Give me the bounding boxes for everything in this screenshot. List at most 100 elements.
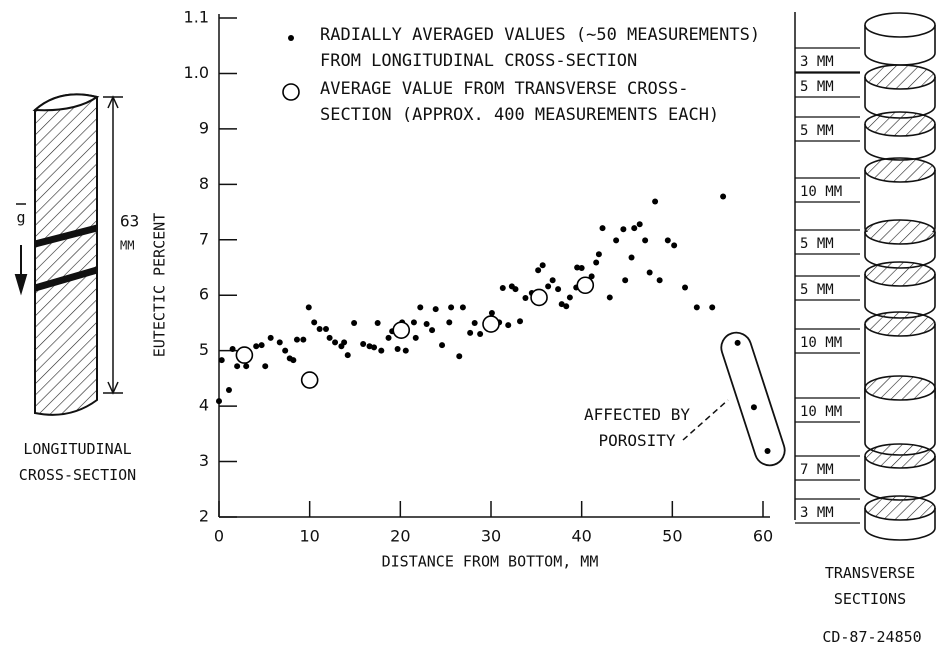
- marker-dot: [439, 342, 446, 349]
- marker-dot: [563, 303, 570, 310]
- marker-dot: [448, 304, 455, 311]
- marker-dot: [446, 319, 453, 326]
- y-tick-label: 4: [199, 396, 209, 415]
- marker-dot: [243, 363, 250, 370]
- marker-dot: [720, 193, 727, 200]
- marker-dot: [216, 398, 222, 405]
- slice-top: [864, 12, 936, 38]
- figure-id: CD-87-24850: [822, 628, 922, 646]
- section-label: 5 MM: [800, 123, 834, 139]
- marker-dot: [734, 339, 741, 346]
- marker-dot: [253, 343, 260, 350]
- marker-dot: [225, 387, 232, 394]
- marker-dot: [423, 321, 430, 328]
- porosity-outline: [720, 331, 786, 467]
- longitudinal-caption: LONGITUDINAL CROSS-SECTION: [18, 440, 137, 484]
- slice-top: [864, 157, 936, 183]
- slice-top: [864, 111, 936, 137]
- legend-entry: AVERAGE VALUE FROM TRANSVERSE CROSS-SECT…: [320, 79, 720, 125]
- x-axis-label: DISTANCE FROM BOTTOM, MM: [382, 553, 599, 571]
- slice-top: [864, 261, 936, 287]
- marker-dot: [293, 336, 300, 343]
- marker-dot: [282, 347, 289, 354]
- x-tick-label: 50: [662, 527, 682, 546]
- marker-dot: [218, 357, 225, 364]
- marker-dot: [267, 334, 274, 341]
- legend-markers: [282, 35, 300, 101]
- marker-dot: [229, 346, 236, 353]
- y-tick-label: 9: [199, 118, 209, 137]
- marker-dot: [578, 265, 585, 272]
- marker-dot: [642, 237, 649, 244]
- marker-dot: [588, 273, 595, 280]
- transverse-diagram: 3 MM 5 MM 5 MM 10 MM 5 MM 5 MM 10 MM 10 MM 7 MM 3…: [795, 12, 936, 541]
- marker-dot: [517, 318, 524, 325]
- y-tick-label: 6: [199, 285, 209, 304]
- x-tick-label: 20: [390, 527, 410, 546]
- marker-dot: [631, 225, 638, 232]
- marker-dot: [636, 221, 643, 228]
- marker-dot: [351, 319, 358, 326]
- marker-dot: [276, 339, 283, 346]
- marker-dot: [499, 285, 506, 292]
- marker-circle: [392, 321, 411, 339]
- slice-top: [864, 219, 936, 245]
- marker-dot: [595, 251, 602, 258]
- marker-dot: [432, 306, 439, 313]
- marker-dot: [258, 342, 265, 349]
- marker-dot: [471, 319, 478, 326]
- marker-dot: [606, 294, 613, 301]
- y-tick-label: 5: [199, 340, 209, 359]
- marker-dot: [332, 339, 339, 346]
- section-label: 10 MM: [800, 184, 842, 200]
- marker-circle: [300, 371, 319, 389]
- marker-dot: [505, 322, 512, 329]
- marker-dot: [290, 357, 297, 364]
- marker-dot: [652, 198, 659, 205]
- marker-dot: [555, 286, 562, 293]
- marker-dot: [366, 343, 373, 350]
- marker-dot: [693, 304, 700, 311]
- length-label: 63: [120, 212, 139, 231]
- marker-dot: [750, 404, 757, 411]
- marker-dot: [671, 242, 678, 249]
- x-tick-label: 30: [481, 527, 501, 546]
- marker-dot: [300, 336, 307, 343]
- length-unit: MM: [120, 239, 134, 253]
- marker-dot: [477, 331, 484, 338]
- section-label: 3 MM: [800, 54, 834, 70]
- marker-dot: [539, 262, 546, 269]
- marker-dot: [622, 277, 629, 284]
- y-axis-label: EUTECTIC PERCENT: [151, 213, 169, 358]
- marker-dot: [322, 326, 329, 333]
- marker-circle: [576, 276, 595, 295]
- marker-dot: [574, 264, 581, 271]
- slice-top: [864, 495, 936, 521]
- marker-dot: [512, 286, 519, 293]
- marker-dot: [262, 363, 269, 370]
- y-tick-label: 8: [199, 174, 209, 193]
- gravity-label: g: [16, 209, 25, 227]
- marker-dot: [374, 319, 381, 326]
- marker-dot: [545, 283, 552, 290]
- marker-dot: [664, 237, 671, 244]
- marker-circle: [235, 346, 254, 364]
- marker-dot: [467, 329, 474, 336]
- marker-dot: [764, 448, 771, 455]
- longitudinal-diagram: [14, 93, 123, 416]
- marker-dot: [549, 277, 556, 284]
- marker-dot: [709, 304, 716, 311]
- marker-dot: [371, 344, 378, 351]
- x-tick-label: 0: [214, 527, 224, 546]
- annotation: AFFECTED BY POROSITY: [584, 405, 690, 450]
- y-tick-label: 3: [199, 451, 209, 470]
- x-tick-label: 60: [753, 527, 773, 546]
- marker-circle: [530, 288, 548, 307]
- section-label: 5 MM: [800, 79, 834, 95]
- marker-dot: [522, 294, 529, 301]
- marker-dot: [535, 267, 542, 274]
- marker-dot: [599, 225, 606, 232]
- section-label: 10 MM: [800, 335, 842, 351]
- section-label: 7 MM: [800, 462, 834, 478]
